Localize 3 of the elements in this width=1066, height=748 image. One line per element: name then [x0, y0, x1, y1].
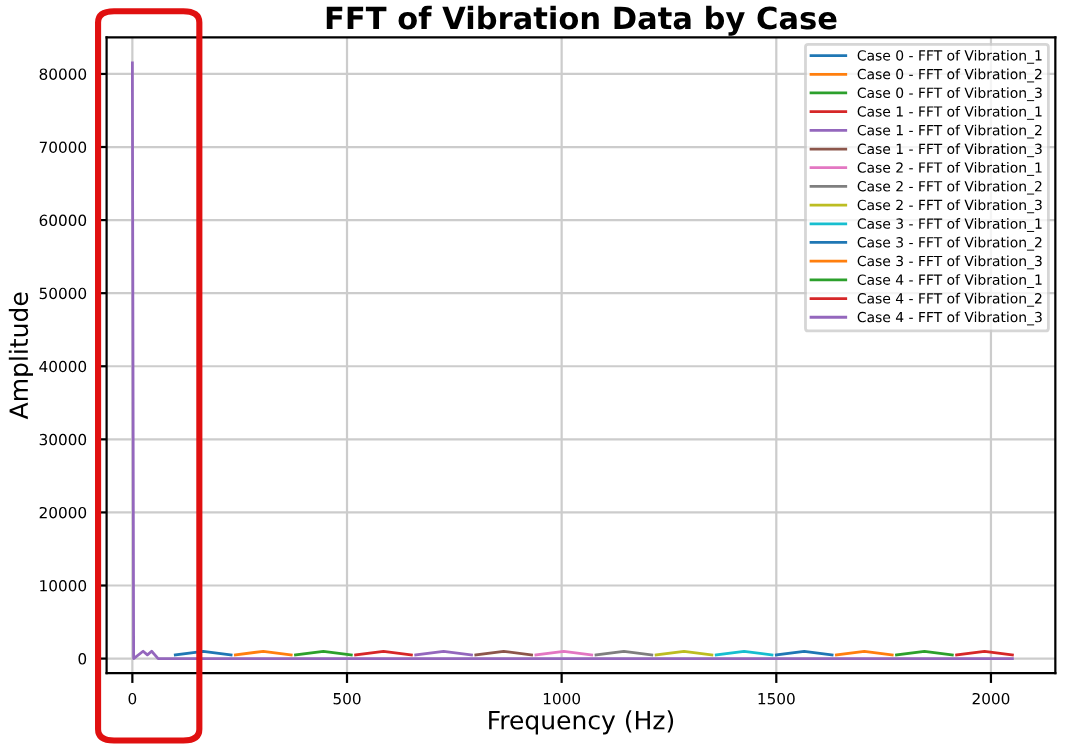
y-axis-title: Amplitude	[8, 292, 33, 420]
chart-title: FFT of Vibration Data by Case	[326, 5, 837, 36]
x-axis-title: Frequency (Hz)	[489, 710, 674, 735]
